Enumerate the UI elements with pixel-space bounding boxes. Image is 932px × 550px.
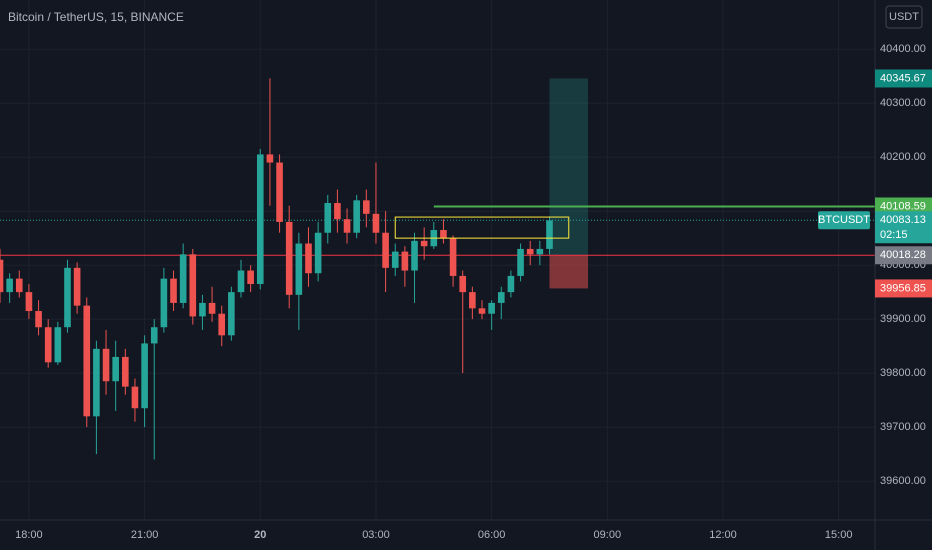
candle-body [363, 200, 370, 214]
candle-body [64, 267, 71, 328]
candle-body [0, 259, 4, 293]
countdown: 02:15 [880, 229, 908, 241]
candle-body [228, 292, 235, 336]
candle-body [44, 327, 52, 363]
y-tick-label: 39600.00 [880, 475, 926, 487]
candle-body [536, 248, 544, 255]
candle-body [459, 275, 467, 293]
candle-body [401, 251, 409, 271]
target-label: 40345.67 [880, 72, 926, 84]
level-label-box [875, 197, 932, 216]
position-loss [549, 255, 589, 289]
x-tick-label: 12:00 [709, 529, 737, 541]
candle-body [420, 240, 428, 247]
x-tick-label: 21:00 [131, 529, 159, 541]
chart-title: Bitcoin / TetherUS, 15, BINANCE [8, 10, 184, 24]
candle-body [440, 230, 447, 239]
candle-body [208, 302, 216, 314]
candle-body [334, 203, 341, 220]
candle-body [305, 243, 312, 274]
candle-body [122, 356, 129, 387]
candle-body [160, 278, 168, 328]
candle-body [391, 251, 399, 268]
candle-body [93, 348, 100, 417]
symbol-box [818, 211, 870, 230]
candle-body [131, 386, 139, 409]
candle-body [276, 162, 283, 222]
candle-body [150, 327, 158, 344]
x-tick-label: 18:00 [15, 529, 43, 541]
candle-body [343, 219, 351, 233]
candle-body [35, 311, 42, 328]
stop-label-box [875, 279, 932, 298]
candle-body [247, 270, 254, 285]
y-tick-label: 40300.00 [880, 97, 926, 109]
level-label: 40108.59 [880, 200, 926, 212]
candle-body [170, 278, 177, 303]
stop-label: 39956.85 [880, 282, 926, 294]
candle-body [83, 305, 91, 417]
currency[interactable]: USDT [889, 11, 919, 23]
candle-body [112, 356, 119, 382]
symbol-label: BTCUSDT [818, 214, 870, 226]
candle-body [324, 203, 332, 233]
candle-body [256, 154, 264, 285]
y-tick-label: 39800.00 [880, 367, 926, 379]
candle-body [372, 213, 380, 233]
last-price-box [875, 211, 932, 244]
candle-body [25, 292, 33, 312]
x-tick-label: 03:00 [362, 529, 390, 541]
candle-body [314, 232, 322, 274]
candle-body [517, 248, 524, 276]
candle-body [102, 348, 110, 382]
candle-body [285, 221, 293, 295]
target-label-box [875, 69, 932, 88]
candle-body [497, 292, 505, 303]
y-tick-label: 39900.00 [880, 313, 926, 325]
candle-body [199, 302, 206, 317]
candle-body [218, 313, 226, 336]
candle-body [526, 248, 534, 255]
x-tick-label: 20 [254, 529, 266, 541]
candle-body [73, 267, 81, 306]
candle-body [54, 327, 62, 363]
candle-body [295, 243, 303, 295]
y-tick-label: 40200.00 [880, 151, 926, 163]
candle-body [507, 275, 515, 293]
entry-label: 40018.28 [880, 249, 926, 261]
candle-body [382, 232, 389, 268]
candle-body [141, 343, 148, 409]
candle-body [469, 292, 476, 309]
candle-body [266, 154, 274, 163]
currency-box[interactable] [885, 5, 923, 29]
y-tick-label: 40400.00 [880, 43, 926, 55]
candle-body [353, 200, 360, 233]
x-tick-label: 15:00 [825, 529, 853, 541]
candle-body [449, 238, 457, 276]
y-tick-label: 39700.00 [880, 421, 926, 433]
candle-body [179, 254, 187, 303]
x-tick-label: 06:00 [478, 529, 506, 541]
candle-body [237, 270, 245, 293]
zone [394, 216, 570, 239]
x-tick-label: 09:00 [594, 529, 622, 541]
entry-label-box [875, 246, 932, 265]
candle-body [6, 278, 13, 293]
candle-body [15, 278, 23, 293]
candle-body [189, 254, 197, 317]
candle-body [411, 240, 418, 271]
candle-body [488, 302, 495, 314]
last-price-label: 40083.13 [880, 214, 926, 226]
candle-body [478, 308, 486, 314]
candle-body [546, 220, 553, 249]
